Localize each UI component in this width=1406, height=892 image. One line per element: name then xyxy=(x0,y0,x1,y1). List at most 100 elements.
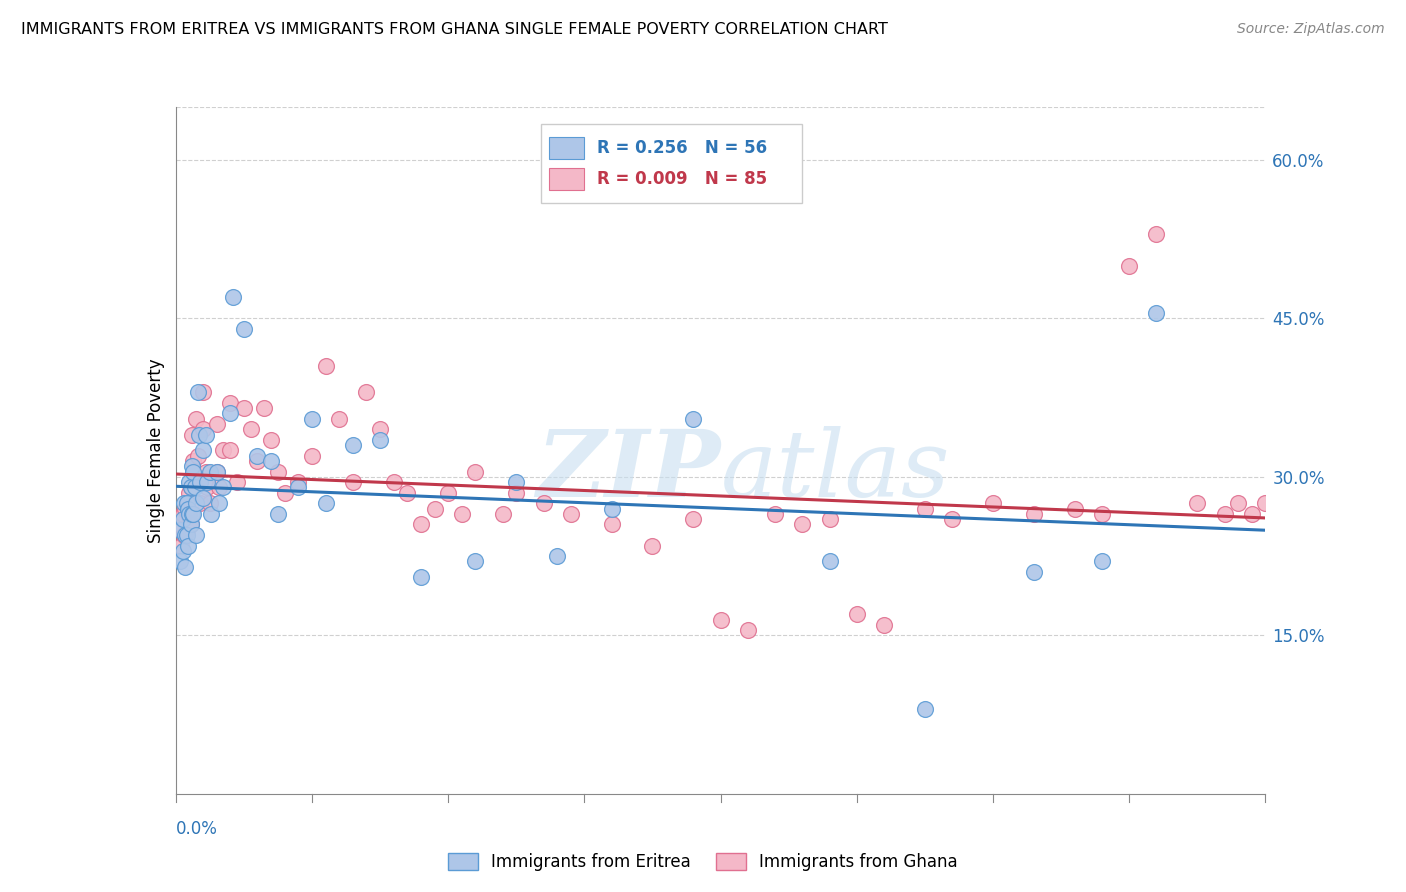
Point xyxy=(186,411,208,425)
Point xyxy=(941,512,963,526)
Point xyxy=(232,401,254,416)
Point xyxy=(179,517,201,532)
Text: R = 0.256   N = 56: R = 0.256 N = 56 xyxy=(598,139,768,157)
Point xyxy=(1295,507,1317,521)
Point xyxy=(914,501,936,516)
Point xyxy=(1144,306,1167,320)
Point xyxy=(219,407,242,421)
Point xyxy=(492,507,515,521)
Point xyxy=(315,496,337,510)
Point xyxy=(409,517,432,532)
Point xyxy=(1022,565,1045,579)
Point xyxy=(170,539,193,553)
Point xyxy=(174,528,197,542)
Point xyxy=(174,501,197,516)
Point xyxy=(181,459,204,474)
Point xyxy=(181,427,204,442)
Point xyxy=(176,528,198,542)
Point xyxy=(873,617,896,632)
Point xyxy=(184,475,207,490)
Point xyxy=(710,613,733,627)
Point xyxy=(253,401,276,416)
Point xyxy=(437,485,460,500)
Point xyxy=(184,480,207,494)
Point xyxy=(198,496,221,510)
Point xyxy=(180,480,202,494)
Point xyxy=(533,496,555,510)
Point xyxy=(818,554,841,568)
Point xyxy=(267,507,290,521)
Point xyxy=(172,544,194,558)
Point xyxy=(1336,496,1358,510)
Point xyxy=(914,702,936,716)
Point xyxy=(1227,496,1250,510)
Point xyxy=(368,433,391,447)
Point xyxy=(232,322,254,336)
Point xyxy=(260,433,283,447)
Point xyxy=(205,417,228,431)
Point xyxy=(183,507,205,521)
Point xyxy=(818,512,841,526)
FancyBboxPatch shape xyxy=(550,169,585,190)
Y-axis label: Single Female Poverty: Single Female Poverty xyxy=(146,359,165,542)
Point xyxy=(177,501,200,516)
Point xyxy=(176,523,198,537)
Point xyxy=(1144,227,1167,241)
Point xyxy=(179,475,201,490)
Point xyxy=(212,443,235,458)
Text: Source: ZipAtlas.com: Source: ZipAtlas.com xyxy=(1237,22,1385,37)
Point xyxy=(179,485,201,500)
Point xyxy=(505,475,527,490)
Point xyxy=(260,454,283,468)
Point xyxy=(274,485,297,500)
Point xyxy=(328,411,350,425)
Point xyxy=(1240,507,1263,521)
Point xyxy=(315,359,337,373)
Point xyxy=(195,475,218,490)
Point xyxy=(194,427,217,442)
Point xyxy=(172,512,194,526)
Point xyxy=(1281,496,1303,510)
Point xyxy=(1213,507,1236,521)
Point xyxy=(177,507,200,521)
Point xyxy=(183,465,205,479)
Point xyxy=(1254,496,1277,510)
Point xyxy=(763,507,786,521)
Point xyxy=(186,496,208,510)
Point xyxy=(560,507,582,521)
Point xyxy=(186,385,209,400)
Point xyxy=(219,396,242,410)
Point xyxy=(186,449,209,463)
Point xyxy=(173,496,195,510)
Point xyxy=(396,485,419,500)
Point xyxy=(169,523,191,537)
Point xyxy=(191,443,214,458)
Point xyxy=(208,496,231,510)
Point xyxy=(682,512,704,526)
Point xyxy=(191,422,214,436)
Point xyxy=(173,528,195,542)
Point xyxy=(180,480,202,494)
Point xyxy=(600,501,623,516)
Point xyxy=(191,385,214,400)
Point xyxy=(188,475,211,490)
Point xyxy=(409,570,432,584)
Point xyxy=(194,465,217,479)
Point xyxy=(183,454,205,468)
Point xyxy=(246,454,269,468)
Point xyxy=(1187,496,1209,510)
Point xyxy=(737,623,759,637)
FancyBboxPatch shape xyxy=(550,137,585,160)
Point xyxy=(169,554,191,568)
Point xyxy=(792,517,814,532)
Point xyxy=(1268,507,1291,521)
Point xyxy=(187,427,209,442)
Point xyxy=(172,507,194,521)
Point xyxy=(200,507,222,521)
Text: R = 0.009   N = 85: R = 0.009 N = 85 xyxy=(598,170,768,188)
Point xyxy=(180,517,202,532)
Point xyxy=(186,528,208,542)
Point xyxy=(174,559,197,574)
Point xyxy=(287,475,309,490)
Text: atlas: atlas xyxy=(721,426,950,516)
